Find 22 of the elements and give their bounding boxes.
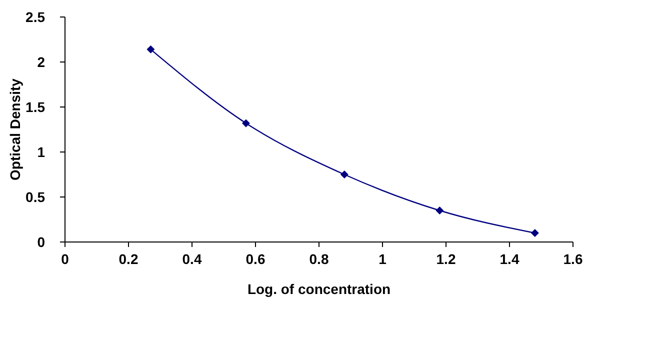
point [340,170,348,178]
y-tick-label: 2.5 [26,9,46,25]
y-axis-title: Optical Density [7,78,23,180]
x-tick-label: 0.6 [246,251,266,267]
x-tick-label: 0.2 [118,251,138,267]
x-tick-label: 0.8 [309,251,329,267]
y-tick-label: 2 [37,54,46,70]
x-tick-label: 0 [61,251,70,267]
y-tick-label: 1.5 [26,99,46,115]
y-tick-label: 1 [37,144,46,160]
x-tick-label: 1.4 [500,251,520,267]
x-tick-label: 0.4 [182,251,202,267]
point [146,45,155,54]
x-axis-title: Log. of concentration [247,281,391,297]
point [530,229,539,237]
point [242,119,250,128]
y-tick-label: 0 [37,234,46,250]
x-tick-label: 1.2 [436,251,456,267]
x-tick-label: 1 [378,251,387,267]
y-tick-label: 0.5 [26,189,46,205]
x-tick-label: 1.6 [563,251,583,267]
point [436,206,444,214]
